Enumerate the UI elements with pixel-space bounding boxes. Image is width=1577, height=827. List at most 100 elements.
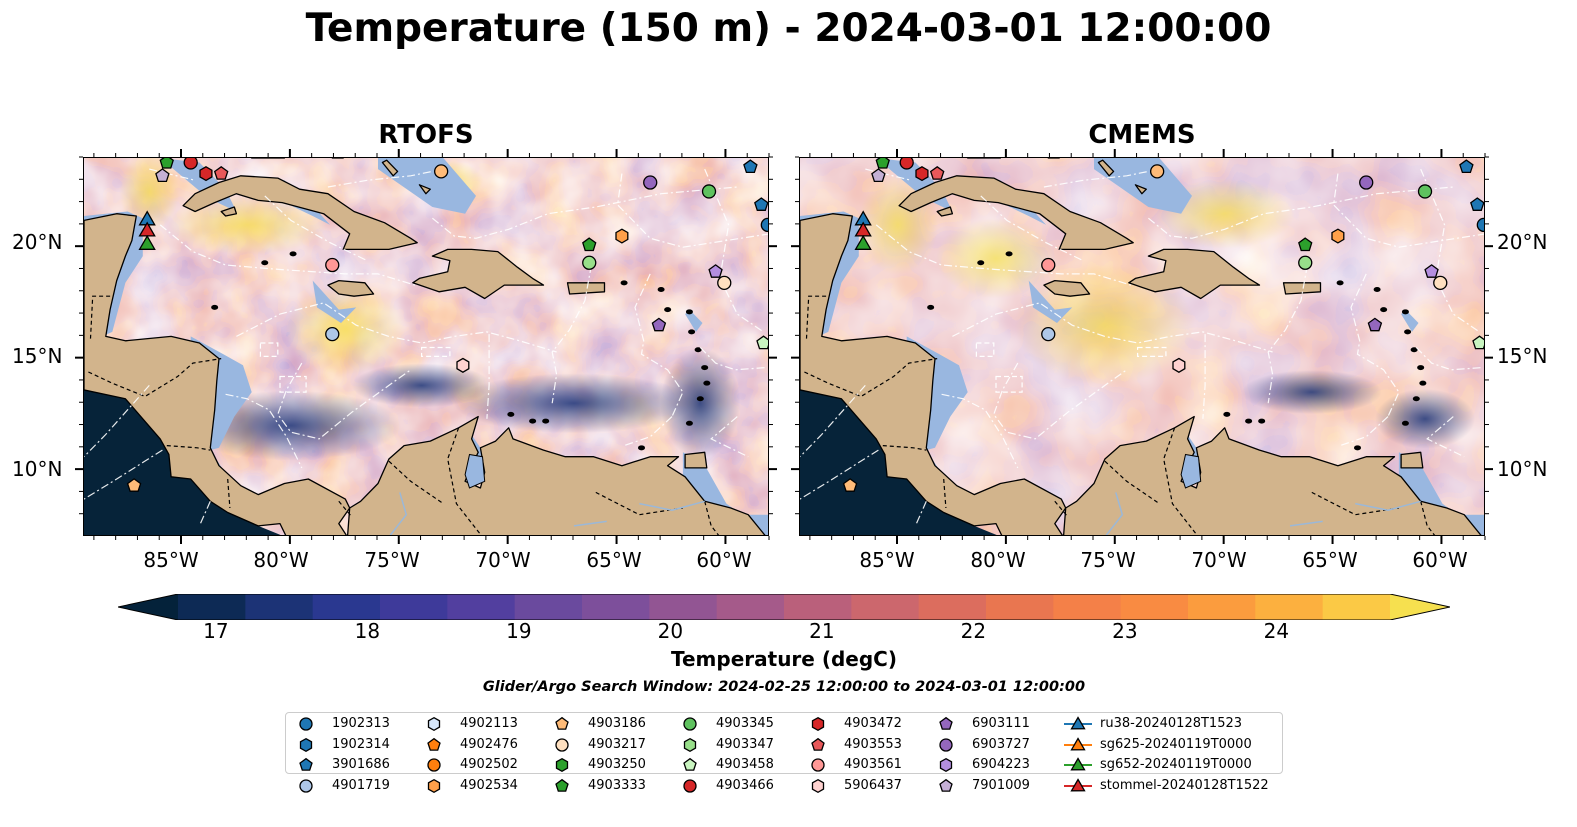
legend-circle-icon bbox=[683, 778, 697, 793]
colorbar-segment bbox=[447, 594, 516, 620]
argo-float-marker bbox=[915, 166, 929, 182]
legend-label: 4901719 bbox=[332, 777, 390, 793]
legend-pentagon-icon bbox=[555, 778, 569, 792]
eez-boundary bbox=[800, 385, 866, 458]
pacific-ocean bbox=[800, 389, 997, 535]
eez-boundary bbox=[865, 168, 912, 181]
search-window-caption: Glider/Argo Search Window: 2024-02-25 12… bbox=[482, 679, 1086, 695]
islet bbox=[1404, 329, 1412, 335]
eez-boundary bbox=[264, 195, 368, 262]
legend-circle-icon bbox=[939, 737, 953, 752]
country-border bbox=[338, 500, 353, 518]
legend-label: 4902502 bbox=[460, 757, 518, 772]
eez-boundary bbox=[800, 449, 879, 500]
argo-float-marker bbox=[1476, 217, 1484, 233]
argo-float-marker bbox=[1417, 184, 1433, 199]
shallow-shelf bbox=[682, 452, 768, 535]
argo-float-marker bbox=[1470, 197, 1484, 211]
country-border bbox=[447, 427, 482, 535]
colorbar-segment bbox=[514, 594, 583, 620]
islet bbox=[1380, 307, 1388, 313]
islet bbox=[507, 411, 515, 417]
legend-label: 4903553 bbox=[844, 736, 902, 752]
colorbar-tick-label: 22 bbox=[960, 619, 987, 643]
legend-item: 4902113 bbox=[424, 715, 634, 733]
legend-item: 4903347 bbox=[680, 736, 890, 754]
legend-item: 4903186 bbox=[552, 715, 762, 733]
river bbox=[573, 520, 607, 527]
lon-label-60w-left: 60°W bbox=[696, 548, 752, 572]
legend-label: ru38-20240128T1523 bbox=[1100, 716, 1243, 731]
country-border bbox=[1311, 491, 1399, 516]
shallow-shelf bbox=[378, 158, 476, 214]
legend-hexagon-icon bbox=[811, 778, 825, 793]
land bbox=[1282, 282, 1322, 295]
lon-label-80w-right: 80°W bbox=[970, 548, 1026, 572]
legend-pentagon-icon bbox=[939, 716, 953, 730]
land bbox=[1043, 279, 1091, 297]
legend-item: 3901686 bbox=[296, 756, 506, 774]
legend-pentagon-icon bbox=[299, 757, 313, 771]
land bbox=[936, 206, 954, 217]
legend-label: 4903250 bbox=[588, 757, 646, 772]
colorbar-tick-label: 21 bbox=[809, 619, 835, 643]
eez-boundary bbox=[1148, 186, 1454, 239]
legend-item: 4901719 bbox=[296, 777, 506, 795]
eez-boundary bbox=[980, 195, 1084, 262]
legend-hexagon-icon bbox=[299, 737, 313, 752]
land bbox=[418, 184, 431, 195]
legend-label: 4903472 bbox=[844, 716, 902, 731]
eez-boundary bbox=[1043, 170, 1149, 188]
argo-float-marker bbox=[434, 164, 449, 179]
islet bbox=[529, 418, 537, 424]
colorbar-segment bbox=[1188, 594, 1256, 620]
country-border bbox=[943, 478, 947, 509]
legend-circle-icon bbox=[299, 778, 313, 793]
panel-title-cmems: CMEMS bbox=[1088, 120, 1196, 150]
land bbox=[412, 248, 545, 300]
lat-label-20n-left: 20°N bbox=[12, 230, 63, 254]
eez-boundary bbox=[699, 347, 766, 371]
colorbar-segment bbox=[1053, 594, 1122, 620]
river bbox=[1355, 500, 1421, 511]
eez-boundary bbox=[1267, 264, 1308, 404]
legend-label: 4902534 bbox=[460, 777, 518, 793]
legend-pentagon-icon bbox=[811, 737, 825, 751]
islet bbox=[685, 309, 693, 315]
argo-float-marker bbox=[743, 159, 758, 174]
legend-label: 6903111 bbox=[972, 716, 1030, 731]
land bbox=[800, 213, 1067, 535]
legend: 1902313 1902314 3901686 4901719 4902113 49024… bbox=[285, 712, 1283, 793]
lon-label-75w-left: 75°W bbox=[364, 548, 420, 572]
colorbar-segment bbox=[380, 594, 448, 620]
lon-label-80w-left: 80°W bbox=[253, 548, 309, 572]
legend-item: 1902314 bbox=[296, 736, 506, 754]
legend-hexagon-icon bbox=[811, 716, 825, 732]
argo-float-marker bbox=[643, 175, 658, 190]
islet bbox=[638, 445, 646, 451]
argo-float-marker bbox=[1172, 357, 1186, 373]
legend-hexagon-icon bbox=[427, 716, 441, 732]
legend-hexagon-icon bbox=[939, 757, 953, 773]
islet bbox=[1005, 251, 1013, 257]
colorbar-segment bbox=[245, 594, 314, 620]
islet bbox=[701, 365, 709, 371]
argo-float-marker bbox=[899, 158, 914, 170]
argo-float-marker bbox=[1041, 326, 1056, 342]
legend-label: 4903345 bbox=[716, 716, 774, 731]
eez-boundary bbox=[1426, 416, 1465, 458]
land bbox=[220, 206, 238, 217]
map-panel-cmems bbox=[799, 157, 1485, 536]
islet bbox=[1401, 420, 1409, 426]
eez-boundary bbox=[84, 385, 150, 458]
lon-label-85w-right: 85°W bbox=[859, 548, 915, 572]
legend-label: 6904223 bbox=[972, 757, 1030, 772]
legend-label: stommel-20240128T1522 bbox=[1100, 777, 1269, 793]
legend-hexagon-icon bbox=[683, 737, 697, 752]
pacific-ocean bbox=[84, 389, 281, 535]
argo-float-marker bbox=[456, 357, 470, 373]
islet bbox=[1401, 309, 1409, 315]
eez-boundary bbox=[710, 416, 749, 458]
legend-item: 1902313 bbox=[296, 715, 506, 733]
islet bbox=[1410, 347, 1418, 353]
